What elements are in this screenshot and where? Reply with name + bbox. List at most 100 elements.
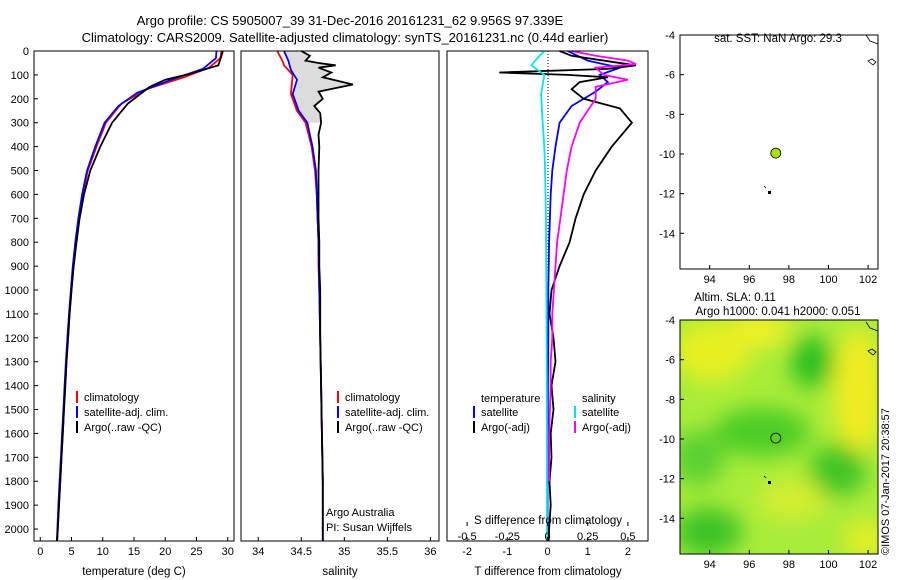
salinity-annotation-line1: Argo Australia	[326, 507, 395, 519]
sla-islet-mark	[768, 481, 771, 484]
salinity-frame	[240, 50, 440, 542]
sst-coast-small-island	[867, 58, 877, 66]
sst_map-xticklabel-0: 94	[704, 274, 716, 286]
depth-ticklabel-6: 600	[11, 189, 29, 201]
temperature-x-ticklabel-3: 15	[128, 546, 140, 558]
difference-x-ticklabel-3: 1	[585, 546, 591, 558]
temperature-x-ticklabel-1: 5	[68, 546, 74, 558]
difference-x-ticklabel-2: 0	[544, 546, 550, 558]
depth-ticklabel-4: 400	[11, 142, 29, 154]
sla-blob-yellow-n	[730, 320, 790, 348]
sst-map-argo-marker	[770, 147, 782, 159]
difference-legend-t-sat: satellite	[481, 407, 518, 419]
depth-ticklabel-0: 0	[23, 46, 29, 58]
temperature-frame	[33, 50, 235, 542]
sla-map-argo-marker	[770, 432, 782, 444]
sla_map-yticklabel-4: -12	[659, 474, 675, 486]
temperature-x-ticklabel-6: 30	[222, 546, 234, 558]
difference-legend: temperature salinity satellite Argo(-adj…	[473, 393, 631, 434]
difference-legend-t-argo: Argo(-adj)	[481, 422, 530, 434]
sst_map-xticklabel-2: 98	[783, 274, 795, 286]
temperature-legend: climatology satellite-adj. clim. Argo(..ra…	[76, 391, 168, 434]
temperature-xlabel: temperature (deg C)	[82, 566, 186, 578]
salinity-series-1	[283, 50, 324, 541]
salinity-annotation-line2: PI: Susan Wijffels	[326, 522, 412, 534]
sla-map-frame	[679, 319, 879, 555]
sla-blob-yellow-se	[844, 520, 878, 554]
difference-x-ticklabel-1: -1	[502, 546, 512, 558]
temperature-series-1	[55, 50, 218, 542]
sla-map-title: Altim. SLA: 0.11	[694, 292, 776, 304]
difference-x2-ticklabel-4: 0.5	[620, 531, 635, 543]
depth-ticklabel-7: 700	[11, 213, 29, 225]
salinity-x-ticklabel-2: 35	[338, 546, 350, 558]
depth-ticklabel-11: 1100	[5, 309, 29, 321]
depth-ticklabel-8: 800	[11, 237, 29, 249]
depth-ticklabel-19: 1900	[5, 500, 29, 512]
difference-x-ticklabel-0: -2	[462, 546, 472, 558]
difference-legend-s-argo: Argo(-adj)	[582, 422, 631, 434]
difference-series-2	[530, 50, 548, 541]
temperature-legend-label-2: Argo(..raw -QC)	[84, 422, 162, 434]
difference-x2label: S difference from climatology	[474, 515, 622, 527]
depth-ticklabel-12: 1200	[5, 333, 29, 345]
sst_map-xticklabel-1: 96	[743, 274, 755, 286]
depth-ticklabel-9: 900	[11, 261, 29, 273]
sst-map-frame	[679, 34, 879, 270]
temperature-legend-label-1: satellite-adj. clim.	[84, 407, 168, 419]
sla-coast-northeast	[865, 321, 879, 332]
salinity-xlabel: salinity	[322, 566, 357, 578]
difference-legend-salinity: salinity	[582, 393, 616, 405]
sst-islet-mark	[768, 191, 771, 194]
salinity-series-2	[300, 50, 354, 541]
salinity-x-ticklabel-4: 36	[424, 546, 436, 558]
depth-ticklabel-10: 1000	[5, 285, 29, 297]
difference-x2-ticklabel-3: 0.25	[577, 531, 598, 543]
sla_map-yticklabel-0: -4	[665, 315, 675, 327]
difference-panel: -2 -1 0 1 2 -0.5 -0.25 0 0.25 0.5 S difference fr…	[446, 50, 649, 578]
difference-series-0	[546, 50, 624, 541]
depth-ticklabel-14: 1400	[5, 381, 29, 393]
salinity-x-ticklabel-0: 34	[252, 546, 264, 558]
sla_map-xticklabel-4: 102	[859, 559, 877, 571]
temperature-panel: 0 5 10 15 20 25 300100200300400500600700800900…	[5, 46, 235, 578]
depth-ticklabel-13: 1300	[5, 357, 29, 369]
sst_map-yticklabel-0: -4	[665, 30, 675, 42]
difference-series-3	[548, 50, 637, 482]
salinity-legend: climatology satellite-adj. clim. Argo(..ra…	[337, 391, 429, 434]
sst-coast-islet	[763, 185, 767, 189]
salinity-x-ticklabel-1: 34.5	[291, 546, 312, 558]
sla-blob-green-mid	[714, 408, 810, 456]
salinity-difference-shading	[284, 51, 353, 123]
sla-blob-yellow-s	[758, 480, 826, 520]
header-line2: Climatology: CARS2009. Satellite-adjuste…	[82, 30, 609, 45]
salinity-legend-label-1: satellite-adj. clim.	[345, 407, 429, 419]
sla-blob-green-sw	[680, 508, 742, 554]
temperature-x-ticklabel-5: 25	[190, 546, 202, 558]
temperature-x-ticklabel-4: 20	[159, 546, 171, 558]
sla-blob-green-ne	[790, 336, 834, 388]
sla_map-xticklabel-3: 100	[819, 559, 837, 571]
depth-ticklabel-5: 500	[11, 166, 29, 178]
depth-ticklabel-15: 1500	[5, 405, 29, 417]
temperature-series-2	[56, 50, 224, 542]
sst_map-yticklabel-4: -12	[659, 189, 675, 201]
depth-ticklabel-18: 1800	[5, 476, 29, 488]
difference-x2-ticklabel-1: -0.25	[495, 531, 520, 543]
sla_map-yticklabel-2: -8	[665, 394, 675, 406]
sst_map-yticklabel-5: -14	[659, 228, 675, 240]
sst_map-yticklabel-2: -8	[665, 109, 675, 121]
sla-blob-green-w	[680, 430, 724, 486]
salinity-legend-label-2: Argo(..raw -QC)	[345, 422, 423, 434]
sla-coast-small-island	[867, 348, 877, 356]
sst_map-xticklabel-3: 100	[819, 274, 837, 286]
sst-map-title: sat. SST: NaN Argo: 29.3	[714, 33, 842, 45]
sla-coast-islet	[763, 475, 767, 479]
temperature-x-ticklabel-2: 10	[97, 546, 109, 558]
difference-series-1	[499, 50, 637, 542]
depth-ticklabel-16: 1600	[5, 428, 29, 440]
difference-xlabel: T difference from climatology	[474, 566, 621, 578]
sla_map-yticklabel-5: -14	[659, 513, 675, 525]
sla_map-yticklabel-1: -6	[665, 355, 675, 367]
sla_map-yticklabel-3: -10	[659, 434, 675, 446]
